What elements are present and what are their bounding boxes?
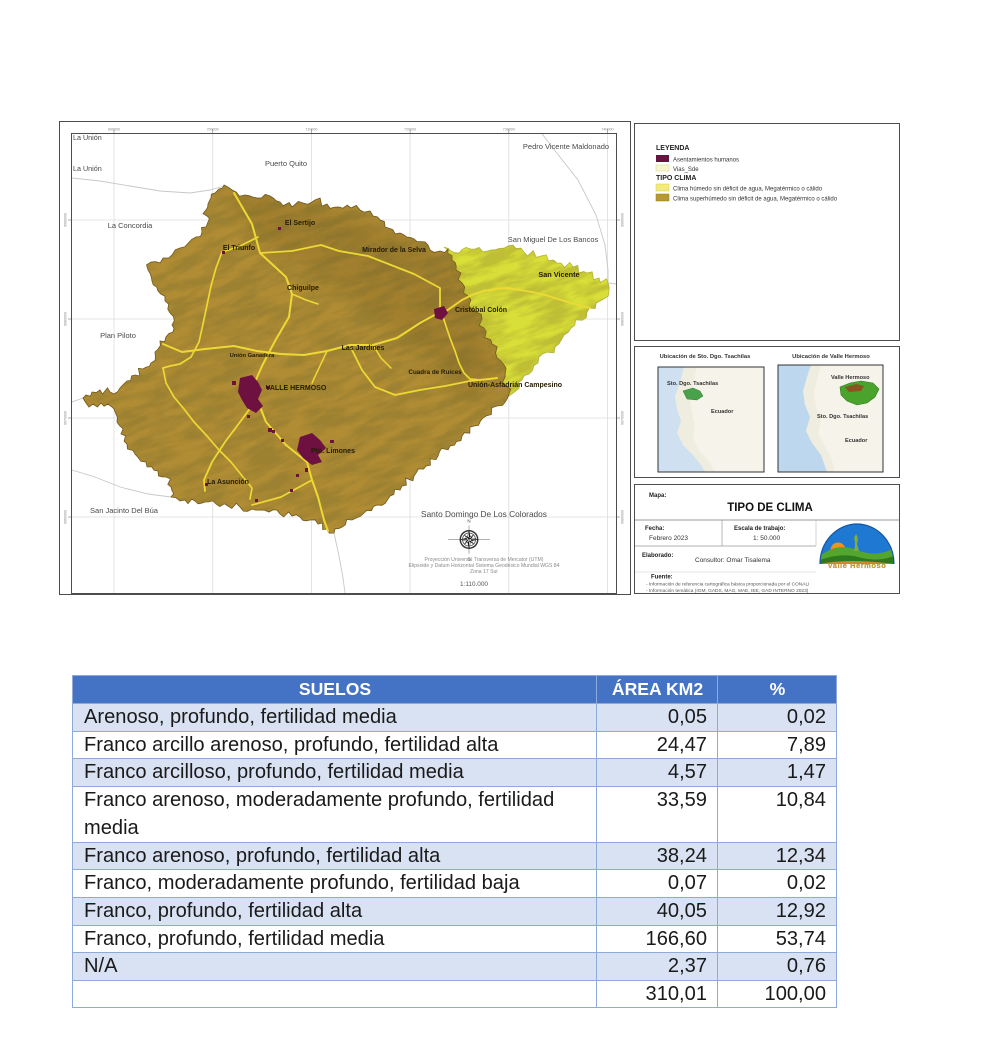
svg-text:La Asunción: La Asunción xyxy=(207,479,249,486)
svg-text:9970000: 9970000 xyxy=(621,411,625,425)
svg-text:Ecuador: Ecuador xyxy=(845,438,868,444)
svg-text:Cuadra de Ruíces: Cuadra de Ruíces xyxy=(408,369,462,376)
svg-text:Elaborado:: Elaborado: xyxy=(642,553,673,559)
svg-text:Unión Ganadera: Unión Ganadera xyxy=(230,353,276,359)
svg-text:Ubicación de Valle Hermoso: Ubicación de Valle Hermoso xyxy=(792,354,870,360)
svg-text:Sto. Dgo. Tsachilas: Sto. Dgo. Tsachilas xyxy=(817,414,868,420)
svg-text:Unión-Asfadrián Campesino: Unión-Asfadrián Campesino xyxy=(468,382,562,389)
svg-text:San Vicente: San Vicente xyxy=(538,270,579,279)
svg-text:Santo Domingo De Los Colorados: Santo Domingo De Los Colorados xyxy=(421,509,547,519)
svg-text:Clima superhúmedo sin déficit: Clima superhúmedo sin déficit de agua, M… xyxy=(673,197,838,203)
svg-text:Pedro Vicente Maldonado: Pedro Vicente Maldonado xyxy=(523,142,609,151)
svg-text:Pto. Limones: Pto. Limones xyxy=(311,448,355,455)
svg-text:Escala de trabajo:: Escala de trabajo: xyxy=(734,526,785,532)
svg-text:Cristóbal Colón: Cristóbal Colón xyxy=(455,307,507,314)
svg-text:Febrero 2023: Febrero 2023 xyxy=(649,535,688,542)
svg-text:9960000: 9960000 xyxy=(621,510,625,524)
svg-text:Proyección Universal Transvers: Proyección Universal Transversa de Merca… xyxy=(425,557,544,563)
svg-text:9980000: 9980000 xyxy=(621,312,625,326)
svg-text:Elipsoide y Datum Horizontal S: Elipsoide y Datum Horizontal Sistema Geo… xyxy=(409,563,560,569)
svg-text:- Información de referencia ca: - Información de referencia cartográfica… xyxy=(646,582,809,588)
svg-text:El Sertijo: El Sertijo xyxy=(285,220,315,227)
svg-text:TIPO CLIMA: TIPO CLIMA xyxy=(656,175,696,182)
svg-text:9990000: 9990000 xyxy=(64,213,68,227)
svg-text:Fecha:: Fecha: xyxy=(645,526,664,532)
svg-text:San Jacinto Del Búa: San Jacinto Del Búa xyxy=(90,506,159,515)
svg-text:9990000: 9990000 xyxy=(621,213,625,227)
svg-text:Plan Piloto: Plan Piloto xyxy=(100,331,136,340)
svg-text:Mirador de la Selva: Mirador de la Selva xyxy=(362,247,426,254)
svg-text:1:110.000: 1:110.000 xyxy=(460,581,488,588)
svg-text:TIPO DE CLIMA: TIPO DE CLIMA xyxy=(727,502,813,514)
svg-text:9960000: 9960000 xyxy=(64,510,68,524)
svg-text:Mapa:: Mapa: xyxy=(649,493,666,499)
svg-text:1: 50.000: 1: 50.000 xyxy=(753,535,780,542)
svg-text:Vias_Sde: Vias_Sde xyxy=(673,167,699,173)
svg-text:Valle Hermoso: Valle Hermoso xyxy=(828,561,887,570)
svg-text:9970000: 9970000 xyxy=(64,411,68,425)
svg-text:Puerto Quito: Puerto Quito xyxy=(265,159,307,168)
svg-text:Valle Hermoso: Valle Hermoso xyxy=(831,375,870,381)
svg-text:LEYENDA: LEYENDA xyxy=(656,145,689,152)
svg-text:San Miguel De Los Bancos: San Miguel De Los Bancos xyxy=(508,235,599,244)
svg-text:N: N xyxy=(467,519,470,524)
svg-text:La Concordia: La Concordia xyxy=(108,221,153,230)
svg-text:Clima húmedo sin déficit de ag: Clima húmedo sin déficit de agua, Megaté… xyxy=(673,187,823,193)
svg-text:VALLE HERMOSO: VALLE HERMOSO xyxy=(266,385,327,392)
svg-text:Sto. Dgo. Tsachilas: Sto. Dgo. Tsachilas xyxy=(667,381,718,387)
svg-text:El Triunfo: El Triunfo xyxy=(223,245,255,252)
svg-text:Ubicación de Sto. Dgo. Tsachil: Ubicación de Sto. Dgo. Tsachilas xyxy=(660,354,751,360)
svg-text:9980000: 9980000 xyxy=(64,312,68,326)
svg-text:S: S xyxy=(467,557,470,562)
svg-text:Fuente:: Fuente: xyxy=(651,575,673,581)
svg-text:La Unión: La Unión xyxy=(73,164,102,173)
svg-text:Chiguilpe: Chiguilpe xyxy=(287,285,319,292)
svg-text:Asentamientos humanos: Asentamientos humanos xyxy=(673,158,739,164)
svg-text:La Unión: La Unión xyxy=(73,134,102,142)
svg-text:- Información temática (IGM, G: - Información temática (IGM, GADS, MAG, … xyxy=(646,588,809,593)
svg-text:Ecuador: Ecuador xyxy=(711,409,734,415)
svg-text:Las Jardines: Las Jardines xyxy=(342,345,385,352)
svg-text:Consultor: Omar Tisalema: Consultor: Omar Tisalema xyxy=(695,557,771,564)
svg-text:Zona 17 Sur: Zona 17 Sur xyxy=(470,569,498,575)
